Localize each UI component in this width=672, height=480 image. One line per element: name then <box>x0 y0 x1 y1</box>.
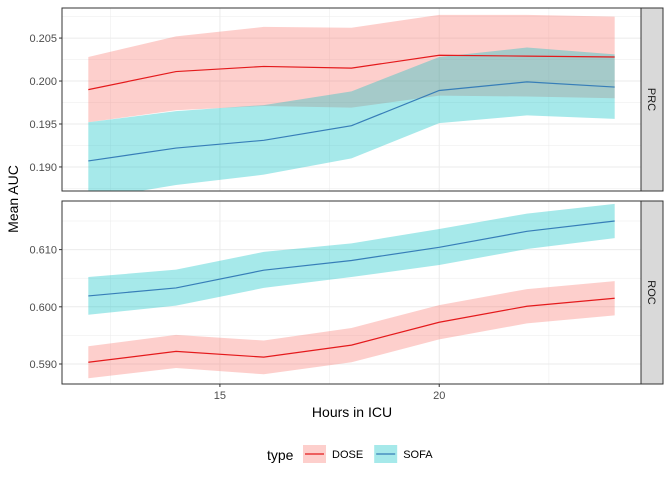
y-tick-label: 0.610 <box>29 245 57 257</box>
x-tick-label: 15 <box>214 390 226 402</box>
y-tick-label: 0.600 <box>29 302 57 314</box>
facet-strip <box>640 7 664 192</box>
ribbon-sofa <box>88 203 615 315</box>
series-line-sofa <box>88 81 615 162</box>
x-axis-title: Hours in ICU <box>312 404 392 420</box>
panel-roc: 0.590 0.600 0.610 ROC <box>29 200 664 385</box>
legend-label: DOSE <box>332 449 363 461</box>
legend: type DOSE SOFA <box>267 445 433 463</box>
facet-strip <box>640 200 664 385</box>
facet-strip-label: PRC <box>645 88 657 111</box>
chart-panels: 0.190 0.195 0.200 0.205 PRC 0.590 0.600 0.610 RO… <box>29 7 664 402</box>
y-tick-label: 0.590 <box>29 359 57 371</box>
series-line-dose <box>88 54 615 91</box>
facet-strip-label: ROC <box>645 280 657 305</box>
y-tick-label: 0.200 <box>29 76 57 88</box>
legend-title: type <box>267 447 294 463</box>
series-line-sofa <box>88 220 615 297</box>
y-tick-label: 0.195 <box>29 119 57 131</box>
legend-item-dose: DOSE <box>303 445 363 463</box>
x-tick-label: 20 <box>433 390 445 402</box>
ribbon-sofa <box>88 47 615 191</box>
y-tick-label: 0.205 <box>29 33 57 45</box>
legend-item-sofa: SOFA <box>374 445 433 463</box>
legend-label: SOFA <box>403 449 433 461</box>
series-line-dose <box>88 297 615 363</box>
y-axis-title: Mean AUC <box>5 165 21 233</box>
panel-prc: 0.190 0.195 0.200 0.205 PRC <box>29 7 664 192</box>
y-tick-label: 0.190 <box>29 162 57 174</box>
